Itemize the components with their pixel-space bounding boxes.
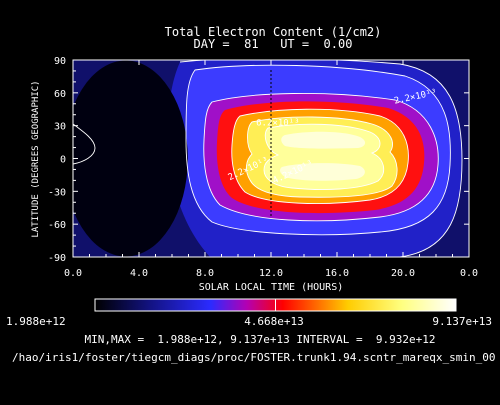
x-axis-label: SOLAR LOCAL TIME (HOURS) xyxy=(199,282,344,293)
file-path: /hao/iris1/foster/tiegcm_diags/proc/FOST… xyxy=(12,351,495,364)
contour-line-4 xyxy=(245,116,398,198)
colorbar-min-label: 1.988e+12 xyxy=(6,315,66,328)
y-ticks: 90 60 30 0 -30 -60 -90 xyxy=(48,56,469,264)
chart-subtitle: DAY = 81 UT = 0.00 xyxy=(194,37,353,51)
x-tick-label: 20.0 xyxy=(391,268,415,279)
nightside-minimum xyxy=(73,60,188,257)
y-axis-label: LATITUDE (DEGREES GEOGRAPHIC) xyxy=(31,80,41,237)
contour-line-1 xyxy=(185,64,451,236)
x-tick-label: 16.0 xyxy=(325,268,349,279)
y-tick-label: 90 xyxy=(54,56,66,67)
x-tick-label: 12.0 xyxy=(259,268,283,279)
contour-line-5 xyxy=(263,123,385,190)
y-tick-label: 0 xyxy=(60,155,66,166)
y-tick-label: 60 xyxy=(54,89,66,100)
y-tick-label: 30 xyxy=(54,122,66,133)
x-tick-label: 4.0 xyxy=(130,268,148,279)
x-tick-label: 0.0 xyxy=(460,268,478,279)
contour-line-6 xyxy=(73,123,96,165)
chart-title: Total Electron Content (1/cm2) xyxy=(165,25,382,39)
y-tick-label: -60 xyxy=(48,220,66,231)
x-tick-label: 8.0 xyxy=(196,268,214,279)
y-tick-label: -90 xyxy=(48,253,66,264)
contour-line-3 xyxy=(231,108,409,204)
heatmap-field xyxy=(73,60,469,257)
contour-label: 6.2×10¹³ xyxy=(256,119,299,129)
contour-line-2 xyxy=(203,92,439,222)
min-max-summary: MIN,MAX = 1.988e+12, 9.137e+13 INTERVAL … xyxy=(85,333,436,346)
x-tick-label: 0.0 xyxy=(64,268,82,279)
colorbar-max-label: 9.137e+13 xyxy=(432,315,492,328)
contour-line-0 xyxy=(179,60,463,257)
heat-layers xyxy=(73,60,462,257)
heat-level-7 xyxy=(280,131,366,181)
contour-layers xyxy=(73,60,463,257)
y-tick-label: -30 xyxy=(48,187,66,198)
colorbar-mid-label: 4.668e+13 xyxy=(244,315,304,328)
x-ticks: 0.0 4.0 8.0 12.0 16.0 20.0 0.0 xyxy=(64,60,478,279)
